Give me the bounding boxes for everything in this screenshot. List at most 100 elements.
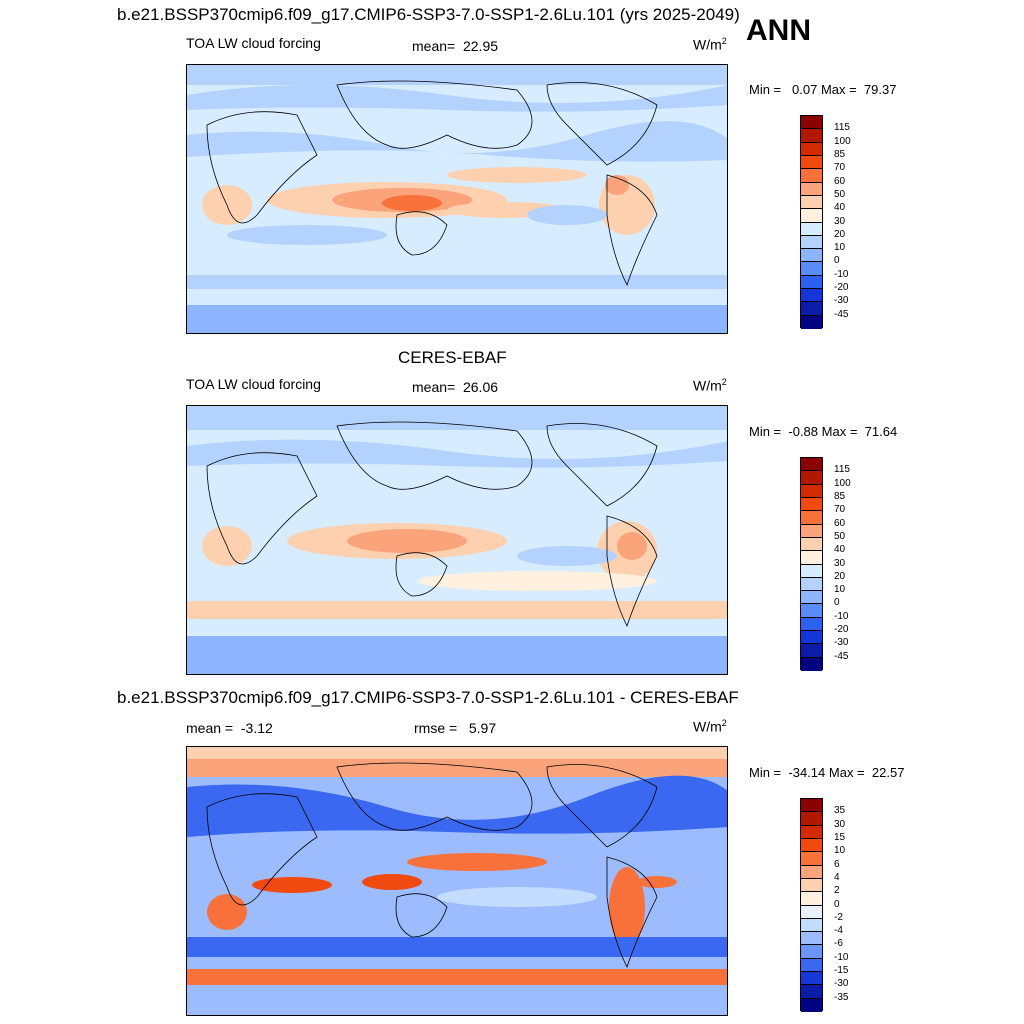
colorbar-swatch [801, 631, 822, 645]
panel1-mean: mean= 22.95 [412, 38, 499, 54]
panel1-variable: TOA LW cloud forcing [186, 35, 321, 51]
map-panel-observations [186, 405, 728, 675]
colorbar-tick-label: -30 [834, 637, 849, 649]
panel2-variable: TOA LW cloud forcing [186, 376, 321, 392]
colorbar-tick-label: -30 [834, 295, 849, 307]
panel2-mean: mean= 26.06 [412, 379, 499, 395]
colorbar-tick-label: 6 [834, 858, 840, 870]
colorbar-tick-label: 50 [834, 188, 846, 200]
colorbar-tick-label: 30 [834, 215, 846, 227]
colorbar-observations [800, 457, 823, 671]
colorbar-swatch [801, 169, 822, 183]
colorbar-swatch [801, 892, 822, 906]
colorbar-tick-label: 60 [834, 175, 846, 187]
colorbar-swatch [801, 958, 822, 973]
colorbar-swatch [801, 471, 822, 485]
colorbar-swatch [801, 591, 822, 605]
colorbar-tick-label: 115 [834, 464, 850, 476]
colorbar-tick-label: 0 [834, 255, 840, 267]
colorbar-swatch [801, 945, 822, 959]
colorbar-tick-label: 40 [834, 202, 846, 214]
colorbar-swatch [801, 812, 822, 826]
colorbar-swatch [801, 155, 822, 170]
map-panel-model [186, 64, 728, 334]
colorbar-swatch [801, 998, 822, 1012]
colorbar-swatch [801, 657, 822, 671]
colorbar-tick-label: 40 [834, 544, 846, 556]
colorbar-swatch [801, 275, 822, 290]
colorbar-tick-label: 100 [834, 477, 851, 489]
colorbar-tick-label: -15 [834, 965, 849, 977]
colorbar-swatch [801, 577, 822, 592]
colorbar-tick-label: 10 [834, 845, 846, 857]
colorbar-tick-label: 30 [834, 818, 846, 830]
colorbar-tick-label: -10 [834, 951, 849, 963]
colorbar-tick-label: -4 [834, 925, 843, 937]
colorbar-tick-label: 4 [834, 871, 840, 883]
panel1-minmax: Min = 0.07 Max = 79.37 [749, 82, 897, 97]
colorbar-swatch [801, 182, 822, 196]
colorbar-difference [800, 798, 823, 1012]
panel2-title: CERES-EBAF [398, 348, 507, 367]
colorbar-swatch [801, 458, 822, 472]
colorbar-swatch [801, 195, 822, 210]
colorbar-tick-label: -45 [834, 650, 849, 662]
panel3-mean: mean = -3.12 [186, 720, 273, 736]
colorbar-tick-label: -10 [834, 268, 849, 280]
colorbar-swatch [801, 972, 822, 986]
colorbar-swatch [801, 918, 822, 933]
colorbar-tick-label: 50 [834, 530, 846, 542]
colorbar-swatch [801, 209, 822, 223]
colorbar-tick-label: 2 [834, 885, 840, 897]
panel1-units: W/m2 [693, 36, 727, 53]
colorbar-tick-label: -20 [834, 282, 849, 294]
colorbar-tick-label: 70 [834, 504, 846, 516]
colorbar-model [800, 115, 823, 329]
colorbar-swatch [801, 838, 822, 853]
colorbar-tick-label: 115 [834, 122, 850, 134]
colorbar-swatch [801, 644, 822, 658]
colorbar-swatch [801, 497, 822, 512]
colorbar-swatch [801, 249, 822, 263]
colorbar-tick-label: 10 [834, 584, 846, 596]
colorbar-swatch [801, 235, 822, 250]
colorbar-swatch [801, 878, 822, 893]
colorbar-tick-label: 0 [834, 597, 840, 609]
colorbar-tick-label: -45 [834, 308, 849, 320]
map-panel-difference [186, 746, 728, 1016]
colorbar-tick-label: 15 [834, 831, 846, 843]
colorbar-swatch [801, 129, 822, 143]
colorbar-tick-label: -35 [834, 991, 849, 1003]
figure-title: b.e21.BSSP370cmip6.f09_g17.CMIP6-SSP3-7.… [117, 5, 740, 24]
colorbar-tick-label: 100 [834, 135, 851, 147]
panel3-rmse: rmse = 5.97 [414, 720, 497, 736]
colorbar-swatch [801, 524, 822, 538]
colorbar-swatch [801, 985, 822, 999]
colorbar-swatch [801, 932, 822, 946]
colorbar-swatch [801, 604, 822, 618]
panel2-minmax: Min = -0.88 Max = 71.64 [749, 424, 898, 439]
colorbar-swatch [801, 799, 822, 813]
colorbar-tick-label: -10 [834, 610, 849, 622]
colorbar-swatch [801, 315, 822, 329]
colorbar-swatch [801, 511, 822, 525]
colorbar-swatch [801, 865, 822, 879]
colorbar-tick-label: 20 [834, 228, 846, 240]
colorbar-swatch [801, 564, 822, 578]
panel2-units: W/m2 [693, 377, 727, 394]
colorbar-swatch [801, 222, 822, 236]
colorbar-tick-label: 85 [834, 148, 846, 160]
colorbar-swatch [801, 825, 822, 839]
colorbar-tick-label: 35 [834, 805, 846, 817]
panel3-units: W/m2 [693, 718, 727, 735]
colorbar-tick-label: 60 [834, 517, 846, 529]
colorbar-tick-label: -20 [834, 624, 849, 636]
colorbar-tick-label: 85 [834, 490, 846, 502]
colorbar-swatch [801, 852, 822, 866]
colorbar-swatch [801, 905, 822, 919]
colorbar-tick-label: -2 [834, 911, 843, 923]
colorbar-swatch [801, 302, 822, 316]
colorbar-tick-label: 10 [834, 242, 846, 254]
colorbar-swatch [801, 537, 822, 552]
colorbar-swatch [801, 116, 822, 130]
